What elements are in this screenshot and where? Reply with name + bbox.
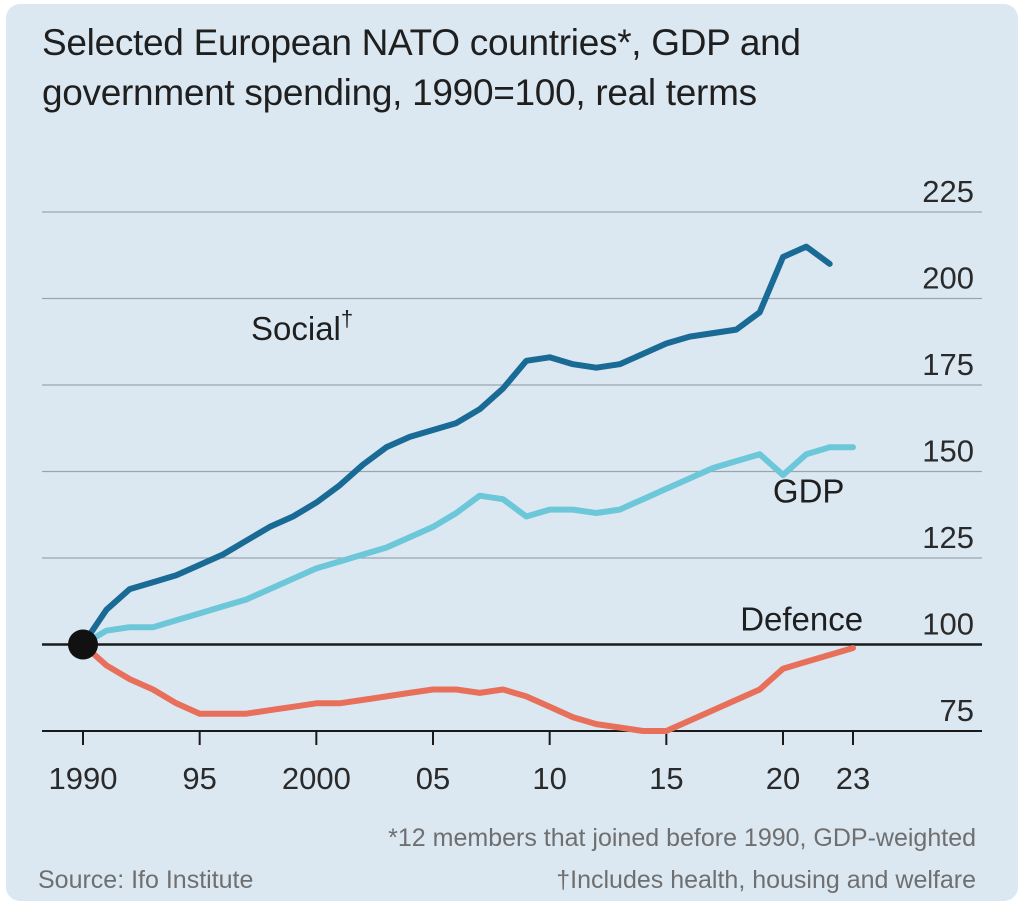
x-tick-label: 2000 <box>282 761 351 796</box>
series-label-gdp: GDP <box>773 473 845 510</box>
y-tick-label: 100 <box>922 607 974 642</box>
axis-ticks: 75 100 125 150 175 200 225 1990 95 2000 05 10 15 20 23 <box>49 174 974 796</box>
y-tick-label: 175 <box>922 347 974 382</box>
x-tick-label: 1990 <box>49 761 118 796</box>
x-tick-label: 23 <box>836 761 870 796</box>
x-tick-label: 15 <box>649 761 683 796</box>
chart-title-line-1: Selected European NATO countries*, GDP a… <box>42 22 801 63</box>
footnote-members: *12 members that joined before 1990, GDP… <box>388 824 976 852</box>
series-labels: Social† GDP Defence <box>68 306 863 660</box>
y-tick-label: 75 <box>940 693 974 728</box>
line-chart: 75 100 125 150 175 200 225 1990 95 2000 05 10 15 20 23… <box>42 174 982 796</box>
origin-marker <box>68 629 98 660</box>
series-line-gdp <box>80 444 856 648</box>
x-tick-label: 20 <box>766 761 800 796</box>
y-tick-label: 200 <box>922 261 974 296</box>
series-lines <box>80 243 856 734</box>
y-tick-label: 150 <box>922 434 974 469</box>
chart-card: Selected European NATO countries*, GDP a… <box>6 4 1018 901</box>
x-tick-label: 05 <box>416 761 450 796</box>
chart-title-line-2: government spending, 1990=100, real term… <box>42 72 757 113</box>
footnote-social: †Includes health, housing and welfare <box>556 866 976 894</box>
x-tick-label: 10 <box>532 761 566 796</box>
series-label-defence: Defence <box>740 601 863 638</box>
footnote-source: Source: Ifo Institute <box>38 866 254 894</box>
y-tick-label: 225 <box>922 174 974 209</box>
series-line-defence <box>80 641 856 734</box>
series-label-social: Social† <box>251 306 353 347</box>
series-line-social <box>80 243 833 648</box>
x-tick-label: 95 <box>182 761 216 796</box>
y-tick-label: 125 <box>922 520 974 555</box>
chart-title: Selected European NATO countries*, GDP a… <box>42 18 942 118</box>
